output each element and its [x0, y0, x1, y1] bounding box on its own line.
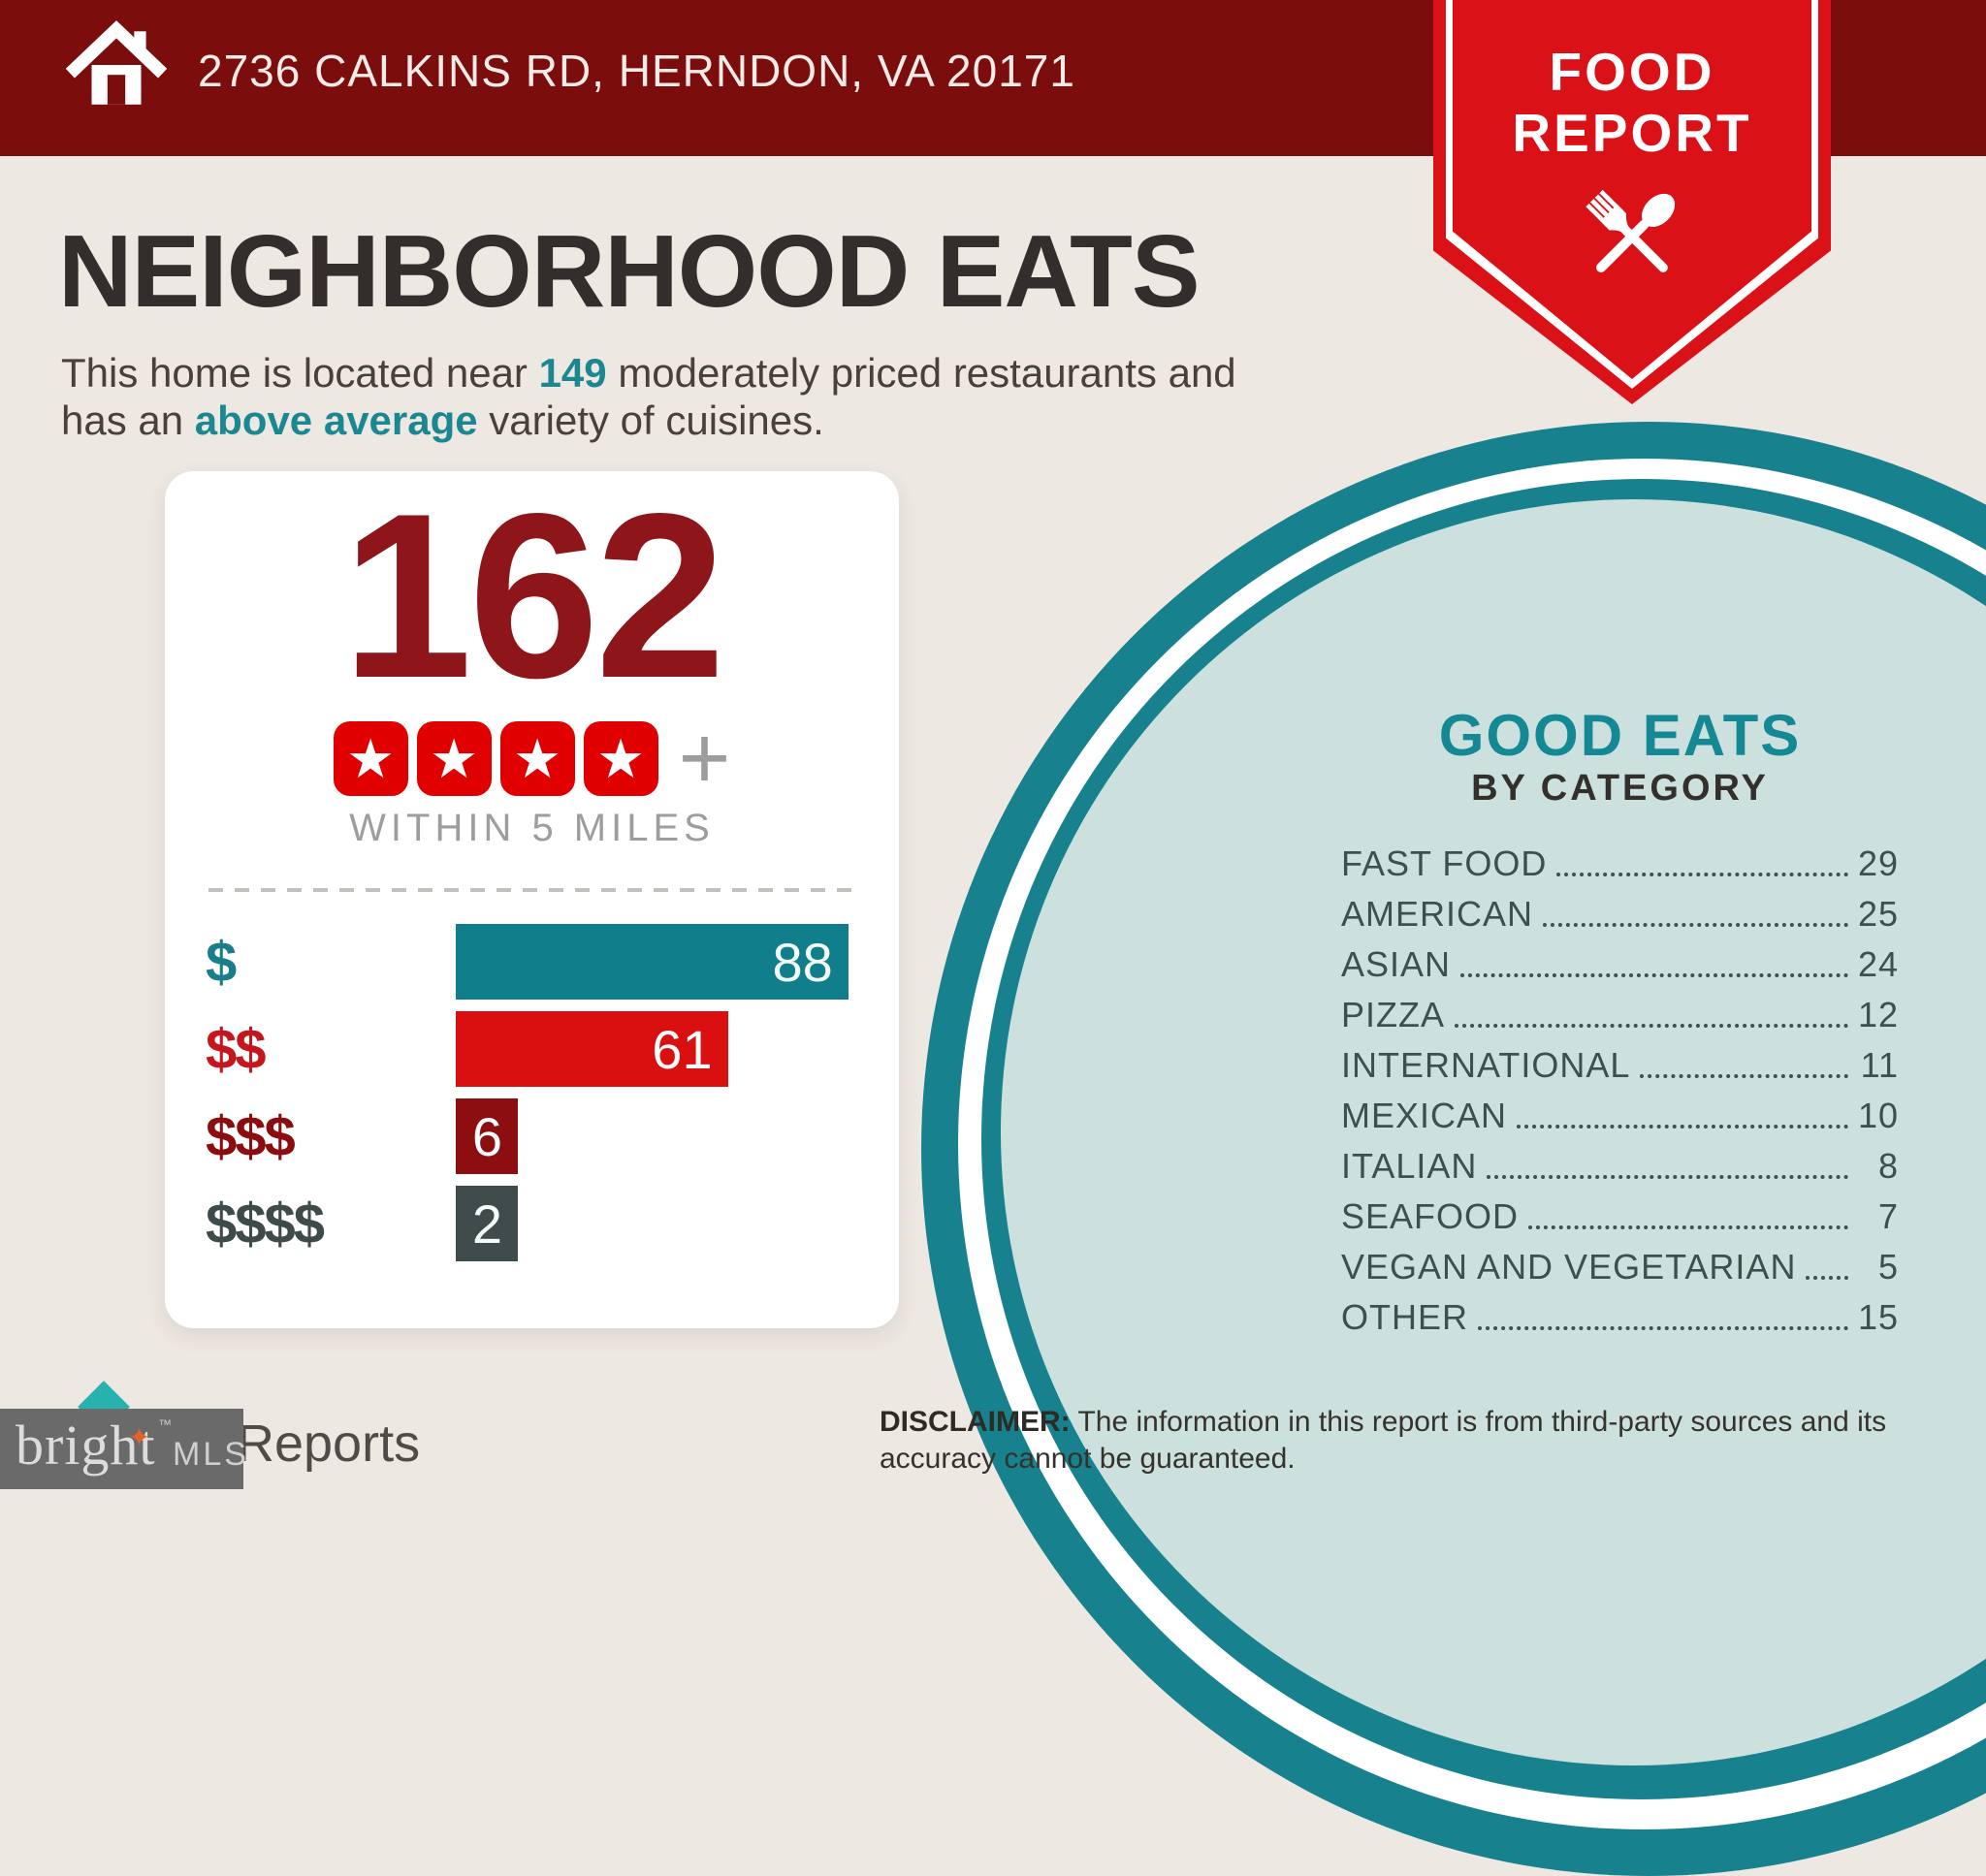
- restaurant-count: 162: [341, 465, 726, 727]
- category-row: INTERNATIONAL 11: [1341, 1041, 1899, 1092]
- category-label: MEXICAN: [1341, 1096, 1508, 1135]
- category-value: 7: [1877, 1196, 1899, 1236]
- subtitle-line1: This home is located near 149 moderately…: [61, 350, 1236, 396]
- category-value: 15: [1857, 1297, 1899, 1337]
- category-value: 29: [1857, 843, 1899, 883]
- category-row: VEGAN AND VEGETARIAN 5: [1341, 1243, 1899, 1293]
- category-value: 5: [1877, 1247, 1899, 1287]
- price-bar: 6: [456, 1098, 518, 1174]
- category-label: VEGAN AND VEGETARIAN: [1341, 1247, 1797, 1287]
- category-value: 25: [1857, 894, 1899, 934]
- mls-label: MLS: [173, 1436, 249, 1473]
- restaurant-count-highlight: 149: [538, 350, 607, 396]
- badge-title-line1: FOOD: [1549, 42, 1715, 102]
- price-tier-row: $$ 61: [206, 1011, 872, 1087]
- price-label: $$: [206, 1017, 267, 1081]
- subtitle: This home is located near 149 moderately…: [61, 349, 1236, 444]
- dotted-leader: [1460, 973, 1848, 977]
- star-icon: ★: [583, 721, 658, 796]
- category-row: MEXICAN 10: [1341, 1092, 1899, 1142]
- price-bar-value: 2: [471, 1192, 502, 1255]
- price-label: $$$: [206, 1104, 296, 1168]
- restaurant-stats-card: 162 ★ ★ ★ ★ + WITHIN 5 MILES $ 88 $$ 61 $$$…: [165, 471, 899, 1328]
- variety-highlight: above average: [194, 397, 478, 443]
- star-rating: ★ ★ ★ ★ +: [165, 709, 899, 808]
- price-tier-row: $$$ 6: [206, 1098, 872, 1174]
- good-eats-heading: GOOD EATS: [1438, 703, 1802, 768]
- good-eats-subheading: BY CATEGORY: [1471, 768, 1769, 809]
- dashed-divider: [208, 888, 855, 892]
- dotted-leader: [1487, 1175, 1848, 1179]
- dotted-leader: [1528, 1225, 1848, 1229]
- category-label: FAST FOOD: [1341, 843, 1548, 883]
- category-label: AMERICAN: [1341, 894, 1534, 934]
- disclaimer-label: DISCLAIMER:: [880, 1406, 1071, 1438]
- dotted-leader: [1556, 873, 1848, 876]
- category-value: 11: [1860, 1045, 1899, 1085]
- category-row: ITALIAN 8: [1341, 1142, 1899, 1192]
- price-bar-value: 88: [772, 931, 833, 993]
- category-value: 24: [1857, 944, 1899, 984]
- disclaimer-line2: accuracy cannot be guaranteed.: [880, 1443, 1296, 1475]
- subtitle-line2: has an above average variety of cuisines…: [61, 397, 824, 443]
- category-row: ASIAN 24: [1341, 940, 1899, 991]
- category-value: 8: [1877, 1146, 1899, 1186]
- radius-label: WITHIN 5 MILES: [349, 807, 715, 849]
- dotted-leader: [1640, 1074, 1848, 1078]
- star-icon: ★: [416, 721, 492, 796]
- sparkle-icon: ✦: [128, 1422, 151, 1452]
- badge-title-line2: REPORT: [1512, 103, 1752, 163]
- category-label: OTHER: [1341, 1297, 1468, 1337]
- food-report-badge: FOOD REPORT: [1433, 0, 1831, 404]
- bright-wordmark: bright: [16, 1414, 156, 1477]
- price-bar: 88: [456, 924, 849, 1000]
- star-icon: ★: [333, 721, 408, 796]
- price-tier-row: $ 88: [206, 924, 872, 1000]
- category-label: PIZZA: [1341, 995, 1446, 1034]
- dotted-leader: [1478, 1326, 1848, 1330]
- category-label: SEAFOOD: [1341, 1196, 1520, 1236]
- category-list: FAST FOOD 29 AMERICAN 25 ASIAN 24 PIZZA 12 I…: [1341, 840, 1899, 1344]
- star-icon: ★: [499, 721, 575, 796]
- category-label: ITALIAN: [1341, 1146, 1478, 1186]
- price-bar: 2: [456, 1186, 518, 1261]
- price-tier-row: $$$$ 2: [206, 1186, 872, 1261]
- property-address: 2736 CALKINS RD, HERNDON, VA 20171: [198, 45, 1075, 96]
- spoon-fork-icon: [1586, 189, 1676, 272]
- price-tier-chart: $ 88 $$ 61 $$$ 6 $$$$ 2: [206, 924, 872, 1273]
- category-label: INTERNATIONAL: [1341, 1045, 1631, 1085]
- page-title: NEIGHBORHOOD EATS: [58, 214, 1201, 329]
- star-tiles: ★ ★ ★ ★: [333, 721, 658, 796]
- trademark-symbol: ™: [158, 1416, 172, 1432]
- category-row: SEAFOOD 7: [1341, 1192, 1899, 1243]
- dotted-leader: [1806, 1276, 1848, 1280]
- home-icon: [66, 20, 167, 105]
- price-bar: 61: [456, 1011, 728, 1087]
- price-label: $: [206, 930, 237, 994]
- category-value: 10: [1857, 1096, 1899, 1135]
- reports-logo-text: Reports: [237, 1415, 421, 1473]
- dotted-leader: [1543, 923, 1848, 927]
- price-bar-value: 61: [652, 1018, 713, 1080]
- category-value: 12: [1857, 995, 1899, 1034]
- disclaimer-line1: DISCLAIMER: The information in this repo…: [880, 1406, 1887, 1438]
- disclaimer: DISCLAIMER: The information in this repo…: [880, 1404, 1966, 1478]
- price-bar-value: 6: [471, 1105, 502, 1167]
- dotted-leader: [1455, 1024, 1848, 1028]
- category-row: AMERICAN 25: [1341, 890, 1899, 940]
- price-label: $$$$: [206, 1192, 325, 1256]
- bright-mls-watermark: bright ✦ ™ MLS: [0, 1409, 246, 1489]
- category-row: OTHER 15: [1341, 1293, 1899, 1344]
- category-row: FAST FOOD 29: [1341, 840, 1899, 890]
- category-label: ASIAN: [1341, 944, 1452, 984]
- category-row: PIZZA 12: [1341, 991, 1899, 1041]
- dotted-leader: [1517, 1125, 1848, 1129]
- plus-sign: +: [678, 709, 731, 808]
